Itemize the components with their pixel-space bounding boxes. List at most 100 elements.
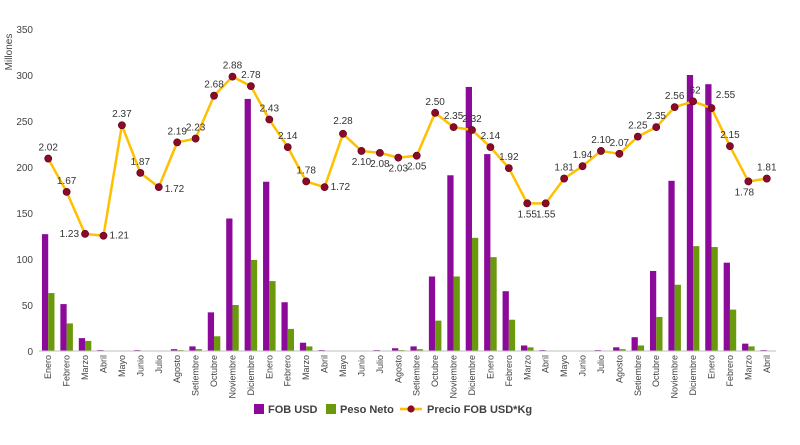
precio-data-label: 2.35 bbox=[444, 111, 464, 122]
fob-usd-bar bbox=[392, 348, 399, 351]
precio-data-label: 1.72 bbox=[165, 184, 185, 195]
precio-point bbox=[504, 164, 513, 172]
fob-usd-bar bbox=[502, 291, 509, 351]
x-tick-label: Agosto bbox=[172, 355, 182, 383]
y-tick-label: 350 bbox=[16, 25, 33, 36]
precio-data-label: 1.81 bbox=[554, 163, 574, 174]
fob-usd-bar bbox=[649, 270, 657, 351]
precio-data-label: 2.19 bbox=[167, 126, 187, 137]
precio-point bbox=[394, 153, 403, 162]
precio-data-label: 1.78 bbox=[735, 187, 755, 198]
peso-neto-bar bbox=[674, 284, 681, 351]
y-tick-label: 0 bbox=[27, 347, 33, 358]
y-tick-label: 150 bbox=[16, 209, 33, 220]
precio-point bbox=[597, 147, 605, 155]
fob-usd-bar bbox=[631, 337, 638, 351]
precio-point bbox=[173, 138, 182, 147]
precio-point bbox=[210, 91, 218, 100]
precio-data-label: 2.14 bbox=[278, 131, 298, 142]
fob-usd-bar bbox=[742, 343, 749, 351]
precio-polyline bbox=[47, 75, 767, 237]
peso-neto-bar bbox=[85, 340, 92, 351]
precio-point bbox=[707, 104, 716, 112]
precio-line bbox=[44, 72, 771, 240]
x-tick-label: Mayo bbox=[338, 355, 348, 377]
x-tick-label: Abril bbox=[541, 355, 551, 373]
fob-usd-bar bbox=[60, 304, 67, 351]
precio-point bbox=[633, 132, 642, 141]
precio-point bbox=[468, 126, 476, 134]
x-tick-label: Setiembre bbox=[412, 355, 422, 396]
legend-label: Precio FOB USD*Kg bbox=[427, 404, 532, 416]
precio-point bbox=[136, 168, 145, 177]
precio-data-label: 1.23 bbox=[60, 229, 80, 240]
fob-usd-bar bbox=[78, 338, 86, 351]
precio-point bbox=[320, 183, 329, 192]
precio-point bbox=[62, 188, 71, 196]
precio-point bbox=[283, 143, 292, 152]
peso-neto-bar bbox=[232, 305, 239, 351]
precio-data-label: 2.10 bbox=[591, 135, 611, 146]
precio-point bbox=[375, 148, 384, 157]
peso-neto-bar bbox=[66, 323, 73, 351]
precio-data-label: 2.10 bbox=[352, 157, 372, 168]
precio-point bbox=[523, 199, 532, 208]
x-tick-label: Diciembre bbox=[246, 355, 256, 396]
precio-data-label: 2.23 bbox=[186, 123, 206, 134]
peso-neto-bar bbox=[471, 237, 479, 351]
precio-data-label: 2.25 bbox=[628, 121, 648, 132]
x-tick-label: Diciembre bbox=[688, 355, 698, 396]
fob-usd-bar bbox=[520, 345, 528, 351]
fob-usd-bar bbox=[447, 175, 454, 351]
x-tick-label: Abril bbox=[320, 355, 330, 373]
fob-usd-bar bbox=[226, 218, 233, 351]
precio-point bbox=[228, 72, 237, 81]
x-tick-label: Octubre bbox=[209, 355, 219, 387]
fob-usd-bar bbox=[686, 75, 694, 351]
x-tick-label: Enero bbox=[264, 355, 274, 379]
precio-point bbox=[302, 177, 311, 186]
x-tick-label: Noviembre bbox=[449, 355, 459, 399]
precio-point bbox=[449, 123, 458, 132]
precio-data-label: 2.88 bbox=[223, 61, 243, 72]
precio-data-label: 2.32 bbox=[462, 114, 482, 125]
peso-neto-bar bbox=[250, 259, 258, 351]
peso-neto-bar bbox=[306, 346, 313, 351]
y-tick-label: 200 bbox=[16, 163, 33, 174]
precio-point bbox=[412, 151, 421, 160]
precio-data-label: 2.56 bbox=[665, 91, 685, 102]
x-tick-label: Octubre bbox=[430, 355, 440, 387]
fob-usd-bar bbox=[170, 349, 178, 351]
y-tick-label: 100 bbox=[16, 255, 33, 266]
fob-usd-bar bbox=[299, 342, 307, 351]
precio-data-label: 2.55 bbox=[716, 90, 736, 101]
precio-point bbox=[246, 82, 255, 91]
x-tick-label: Junio bbox=[578, 355, 588, 377]
x-tick-label: Enero bbox=[485, 355, 495, 379]
x-tick-label: Febrero bbox=[504, 355, 514, 387]
precio-point bbox=[615, 149, 624, 158]
x-tick-label: Marzo bbox=[743, 355, 753, 380]
legend: FOB USD Peso Neto Precio FOB USD*Kg bbox=[254, 404, 532, 416]
precio-point bbox=[744, 177, 753, 186]
precio-data-label: 1.72 bbox=[331, 182, 351, 193]
x-tick-label: Marzo bbox=[522, 355, 532, 380]
peso-neto-bar bbox=[490, 257, 497, 351]
peso-neto-bar bbox=[693, 246, 700, 351]
x-tick-label: Diciembre bbox=[467, 355, 477, 396]
x-tick-label: Abril bbox=[98, 355, 108, 373]
peso-neto-bar bbox=[453, 276, 460, 351]
precio-point bbox=[670, 103, 679, 112]
precio-point bbox=[265, 115, 274, 124]
y-tick-label: 50 bbox=[22, 301, 34, 312]
peso-neto-bar bbox=[416, 349, 423, 351]
precio-data-label: 2.68 bbox=[204, 80, 224, 91]
precio-data-label: 1.94 bbox=[573, 150, 593, 161]
peso-neto-bar bbox=[711, 247, 718, 351]
y-axis-label: Millones bbox=[4, 34, 15, 71]
fob-usd-bar bbox=[244, 98, 251, 351]
fob-usd-bar bbox=[189, 346, 196, 351]
fob-usd-bar bbox=[465, 86, 472, 352]
x-tick-label: Abril bbox=[762, 355, 772, 373]
